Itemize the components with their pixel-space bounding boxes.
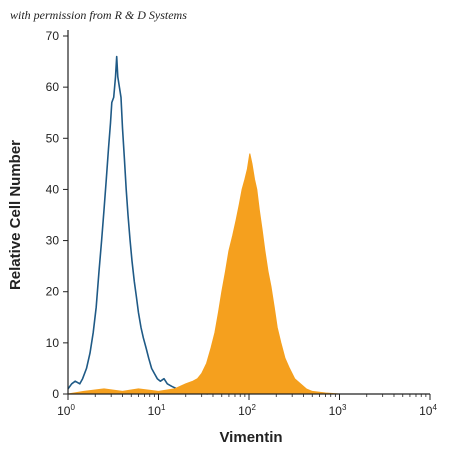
x-tick-label: 103	[329, 403, 347, 418]
y-tick-label: 0	[52, 387, 59, 401]
permission-note: with permission from R & D Systems	[10, 8, 187, 22]
control-histogram-line	[67, 55, 208, 395]
ticks-layer: 0 10 20 30 40 50 60 70 100 101 102 103 104	[46, 29, 438, 418]
x-tick-label: 102	[238, 403, 256, 418]
y-tick-label: 10	[46, 336, 60, 350]
y-tick-label: 40	[46, 182, 60, 196]
y-tick-label: 20	[46, 285, 60, 299]
y-tick-label: 60	[46, 80, 60, 94]
y-tick-label: 50	[46, 131, 60, 145]
y-tick-label: 70	[46, 29, 60, 43]
x-axis-title: Vimentin	[219, 429, 282, 446]
x-tick-label: 104	[419, 403, 437, 418]
y-tick-label: 30	[46, 234, 60, 248]
series-layer	[67, 55, 430, 395]
vimentin-histogram	[67, 153, 430, 395]
x-tick-label: 101	[148, 403, 166, 418]
x-tick-label: 100	[57, 403, 75, 418]
y-axis-title: Relative Cell Number	[7, 140, 24, 290]
